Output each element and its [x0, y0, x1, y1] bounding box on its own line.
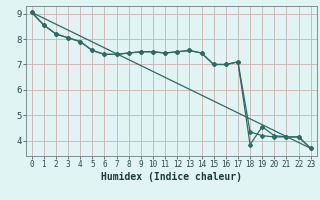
X-axis label: Humidex (Indice chaleur): Humidex (Indice chaleur) — [101, 172, 242, 182]
